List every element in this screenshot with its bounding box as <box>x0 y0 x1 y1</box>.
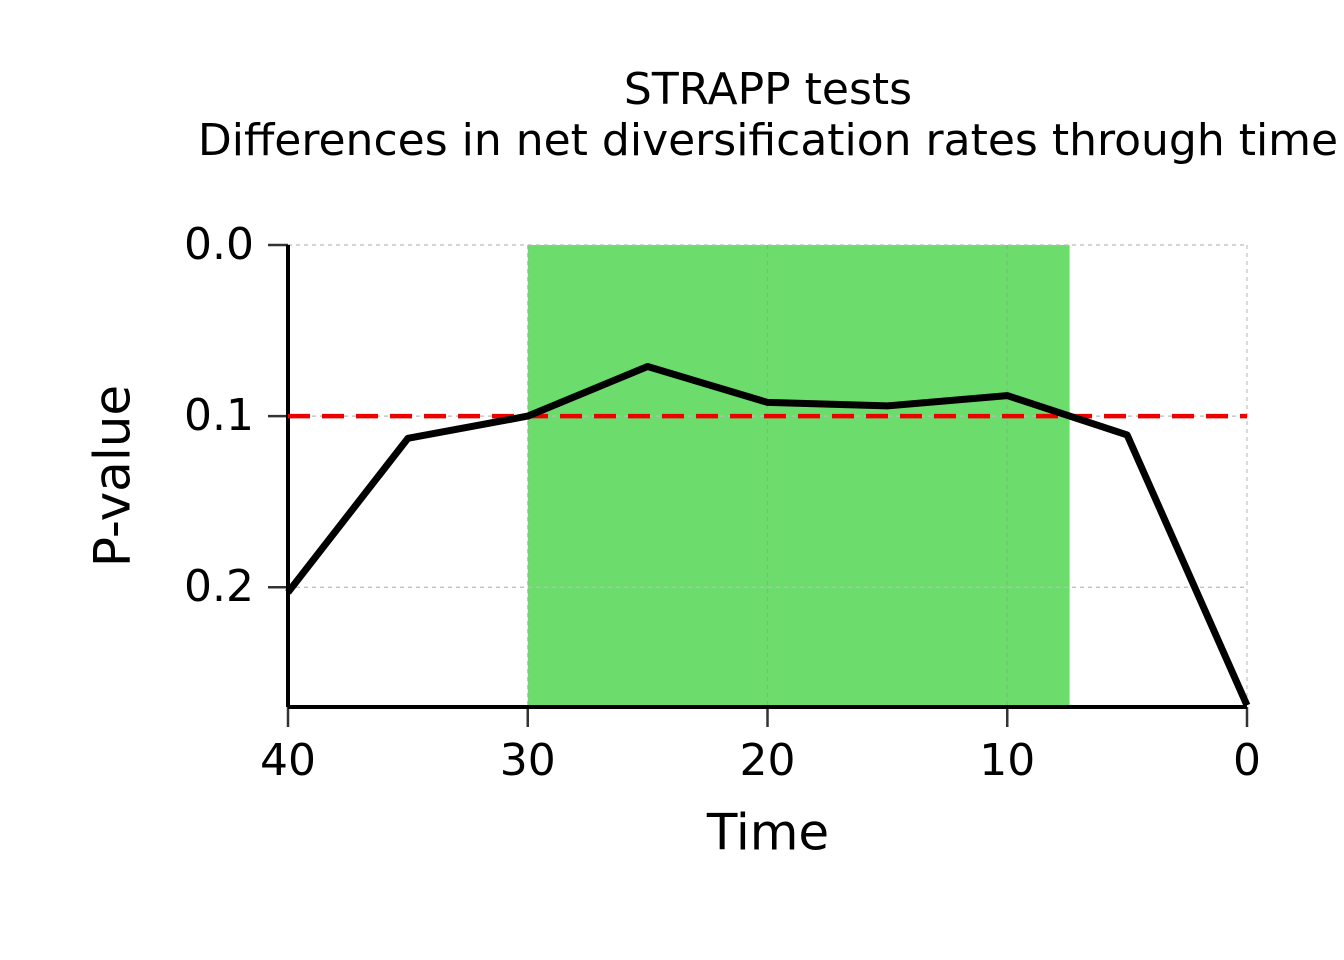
y-tick-label: 0.2 <box>184 561 254 612</box>
y-tick-label: 0.0 <box>184 219 254 270</box>
x-tick-label: 20 <box>740 735 796 786</box>
line-series <box>285 362 1251 707</box>
chart-subtitle: Differences in net diversification rates… <box>198 115 1338 166</box>
shaded-region <box>527 245 1070 707</box>
x-axis-label: Time <box>706 804 829 862</box>
x-tick-label: 30 <box>500 735 556 786</box>
y-tick-label: 0.1 <box>184 390 254 441</box>
y-axis-label: P-value <box>84 385 142 567</box>
x-tick-label: 40 <box>260 735 316 786</box>
chart-title: STRAPP tests <box>624 64 912 115</box>
x-tick-label: 10 <box>979 735 1035 786</box>
x-tick-label: 0 <box>1233 735 1261 786</box>
